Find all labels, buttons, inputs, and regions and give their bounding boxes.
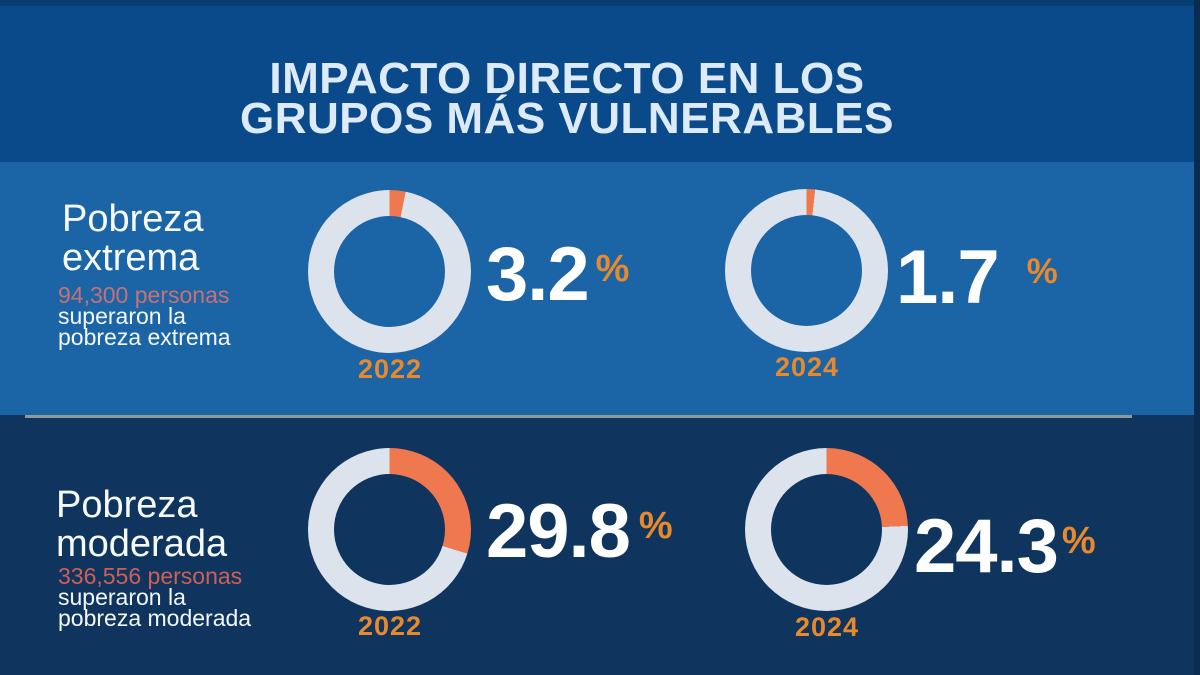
section-heading-moderada: Pobreza moderada <box>56 486 227 564</box>
donut-chart-moderada-2022 <box>308 448 471 611</box>
heading-line2: extrema <box>62 237 200 279</box>
percentage-value-extrema-2022: 3.2 % <box>486 231 630 317</box>
top-edge-shadow <box>0 0 1200 6</box>
year-label-2024: 2024 <box>794 612 860 642</box>
impact-note-line1: superaron la <box>58 584 186 610</box>
page-title-line1: IMPACTO DIRECTO EN LOS <box>269 54 865 104</box>
page-title: IMPACTO DIRECTO EN LOS GRUPOS MÁS VULNER… <box>0 54 1134 144</box>
title-band: IMPACTO DIRECTO EN LOS GRUPOS MÁS VULNER… <box>0 0 1200 162</box>
percentage-value-extrema-2024: 1.7 % <box>896 234 1058 320</box>
percentage-value-moderada-2024: 24.3 % <box>914 503 1096 589</box>
percentage-number: 24.3 <box>914 503 1059 589</box>
people-count: 336,556 personas <box>58 563 243 589</box>
donut-hole <box>334 474 445 585</box>
impact-note-line2: pobreza moderada <box>58 605 252 631</box>
impact-note-line2: pobreza extrema <box>58 324 231 350</box>
page-title-line2: GRUPOS MÁS VULNERABLES <box>240 94 894 144</box>
section-heading-extrema: Pobreza extrema <box>62 200 204 278</box>
year-label-2022: 2022 <box>357 611 423 641</box>
percent-sign: % <box>1061 519 1096 562</box>
impact-note-extrema: 94,300 personas superaron la pobreza ext… <box>58 282 231 350</box>
percentage-value-moderada-2022: 29.8 % <box>486 488 673 574</box>
percent-sign: % <box>1026 252 1058 291</box>
section-pobreza-moderada: Pobreza moderada 336,556 personas supera… <box>0 418 1200 675</box>
percent-sign: % <box>595 247 630 290</box>
impact-note-moderada: 336,556 personas superaron la pobreza mo… <box>58 563 252 631</box>
people-count: 94,300 personas <box>58 282 230 308</box>
divider-line <box>25 415 1132 418</box>
donut-chart-extrema-2022 <box>308 190 471 353</box>
year-label-2022: 2022 <box>357 354 423 384</box>
impact-note-line1: superaron la <box>58 303 186 329</box>
right-edge-shadow <box>1194 0 1200 675</box>
year-label-2024: 2024 <box>774 352 840 382</box>
donut-hole <box>334 216 445 327</box>
percentage-number: 1.7 <box>896 234 1000 320</box>
donut-chart-extrema-2024 <box>725 189 888 352</box>
heading-line2: moderada <box>56 523 228 565</box>
percentage-number: 3.2 <box>486 231 590 317</box>
heading-line1: Pobreza <box>62 198 204 240</box>
heading-line1: Pobreza <box>56 484 198 526</box>
percent-sign: % <box>638 504 673 547</box>
donut-hole <box>771 474 882 585</box>
donut-chart-moderada-2024 <box>745 448 908 611</box>
percentage-number: 29.8 <box>486 488 631 574</box>
donut-hole <box>751 215 862 326</box>
section-pobreza-extrema: Pobreza extrema 94,300 personas superaro… <box>0 162 1200 415</box>
